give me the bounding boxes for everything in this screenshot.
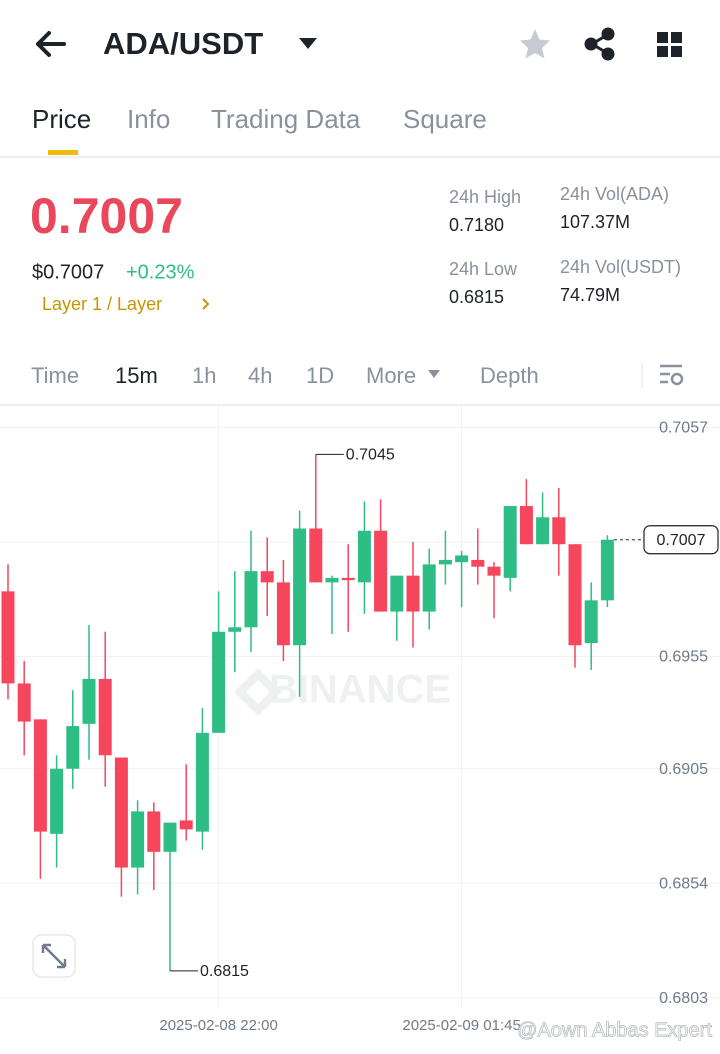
candle-body <box>179 820 193 830</box>
tab[interactable]: Square <box>403 104 487 134</box>
candle-body <box>33 719 47 832</box>
stat-label: 24h Low <box>449 259 518 279</box>
y-tick-label: 0.6955 <box>659 649 708 666</box>
candle-body <box>374 530 388 612</box>
candle-body <box>438 559 452 565</box>
share-dot <box>584 37 598 51</box>
chart-settings[interactable] <box>660 364 684 386</box>
interval[interactable]: 4h <box>248 363 272 388</box>
y-tick-label: 0.6905 <box>659 761 708 778</box>
x-tick-label: 2025-02-09 01:45 <box>402 1017 520 1034</box>
stat-value: 0.6815 <box>449 287 504 307</box>
candle-body <box>422 564 436 612</box>
candle-body <box>131 811 145 868</box>
candle-body <box>293 528 307 646</box>
y-tick-label: 0.7057 <box>659 420 708 437</box>
candle-body <box>276 582 290 646</box>
watermark: BINANCE <box>269 668 451 712</box>
candle-body <box>195 732 209 832</box>
settings-gear <box>670 372 684 386</box>
usd-price: $0.7007 <box>32 261 104 283</box>
pair-title[interactable]: ADA/USDT <box>103 26 263 61</box>
min-label: 0.6815 <box>200 963 249 980</box>
layout-square <box>657 46 668 57</box>
candle-body <box>163 822 177 852</box>
interval[interactable]: 1D <box>306 363 334 388</box>
candle-body <box>519 506 533 545</box>
stat-value: 0.7180 <box>449 215 504 235</box>
stat-label: 24h High <box>449 187 521 207</box>
share-dot <box>601 47 615 61</box>
candle-body <box>536 517 550 545</box>
favorite-star[interactable] <box>520 29 550 59</box>
candle-body <box>325 577 339 583</box>
interval[interactable]: More <box>366 363 416 388</box>
tab[interactable]: Price <box>32 104 91 134</box>
candle-body <box>212 631 226 733</box>
layout-square <box>671 32 682 43</box>
tab[interactable]: Info <box>127 104 170 134</box>
pair-dropdown[interactable] <box>299 38 317 49</box>
share-button[interactable] <box>584 27 615 61</box>
candle-body <box>568 544 582 646</box>
candle-body <box>309 528 323 583</box>
candlestick-chart: 0.70570.70060.69550.69050.68540.68032025… <box>0 405 720 1034</box>
last-price-label: 0.7007 <box>657 532 706 549</box>
candle-body <box>50 768 64 834</box>
last-price: 0.7007 <box>30 188 183 244</box>
max-label: 0.7045 <box>346 447 395 464</box>
candle-body <box>82 678 96 724</box>
candle-body <box>390 575 404 612</box>
layout-square <box>671 46 682 57</box>
candle-body <box>147 811 161 852</box>
tab[interactable]: Trading Data <box>211 104 361 134</box>
candle-body <box>66 726 80 769</box>
candle-body <box>357 530 371 583</box>
expand-button[interactable] <box>32 934 76 978</box>
x-tick-label: 2025-02-08 22:00 <box>159 1017 277 1034</box>
more-dropdown <box>428 370 440 378</box>
candle-body <box>260 571 274 583</box>
tag-chevron <box>202 298 210 310</box>
tab-indicator <box>48 150 78 155</box>
candle-body <box>552 517 566 545</box>
candle-body <box>600 539 614 601</box>
candle-body <box>503 506 517 578</box>
candle-body <box>584 600 598 644</box>
share-dot <box>601 27 615 41</box>
y-tick-label: 0.6803 <box>659 990 708 1007</box>
last-price-box <box>643 525 719 555</box>
price-change: +0.23% <box>126 261 195 283</box>
interval[interactable]: 1h <box>192 363 216 388</box>
candle-body <box>1 591 15 684</box>
expand-icon <box>41 943 67 969</box>
layout-square <box>657 32 668 43</box>
stat-label: 24h Vol(ADA) <box>560 184 669 204</box>
stat-value: 74.79M <box>560 285 620 305</box>
back-button[interactable] <box>36 31 66 57</box>
user-watermark: @Aown Abbas Expert <box>517 1019 712 1041</box>
interval[interactable]: 15m <box>115 363 158 388</box>
interval[interactable]: Depth <box>480 363 539 388</box>
candle-body <box>471 559 485 567</box>
candle-body <box>455 555 469 563</box>
candle-body <box>244 571 258 628</box>
category-tag[interactable]: Layer 1 / Layer <box>42 294 162 314</box>
stat-value: 107.37M <box>560 212 630 232</box>
candle-body <box>341 577 355 581</box>
candle-body <box>228 627 242 632</box>
candle-body <box>487 566 501 576</box>
candle-body <box>17 683 31 722</box>
back-arrow <box>36 31 66 57</box>
layout-button[interactable] <box>657 32 682 57</box>
interval[interactable]: Time <box>31 363 79 388</box>
candle-body <box>406 575 420 612</box>
candle-body <box>98 678 112 756</box>
candle-body <box>114 757 128 868</box>
y-tick-label: 0.6854 <box>659 875 708 892</box>
watermark-logo <box>234 668 282 716</box>
stat-label: 24h Vol(USDT) <box>560 257 681 277</box>
